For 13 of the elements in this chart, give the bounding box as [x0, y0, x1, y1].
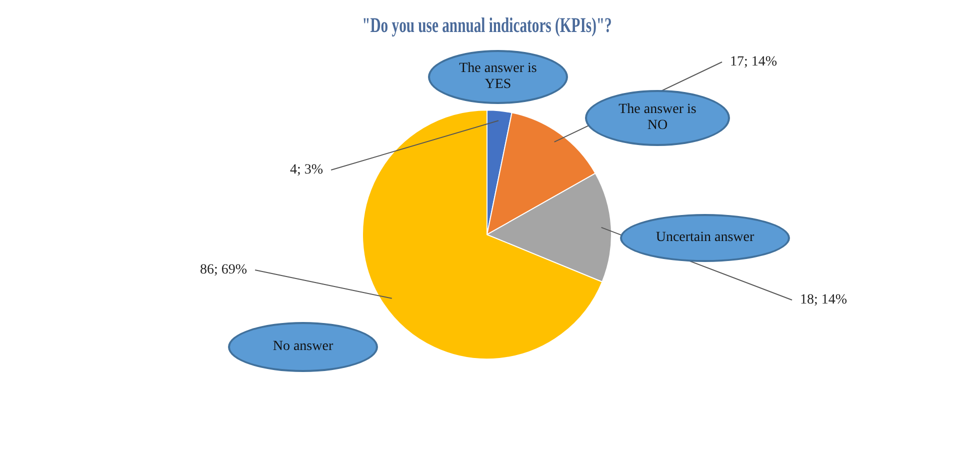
slice-label: The answer is YES [458, 61, 538, 93]
slice-label: Uncertain answer [654, 230, 756, 246]
speech-bubble: The answer is NO [585, 90, 730, 146]
chart-title: "Do you use annual indicators (KPIs)"? [362, 13, 612, 37]
data-label: 17; 14% [730, 54, 778, 70]
slice-label: The answer is NO [618, 102, 698, 134]
speech-bubble: Uncertain answer [620, 214, 790, 262]
slice-label: No answer [272, 339, 334, 355]
data-label: 18; 14% [800, 292, 848, 308]
speech-bubble: The answer is YES [428, 50, 568, 104]
speech-bubble: No answer [228, 322, 378, 372]
data-label: 86; 69% [200, 262, 248, 278]
data-label: 4; 3% [290, 162, 324, 178]
